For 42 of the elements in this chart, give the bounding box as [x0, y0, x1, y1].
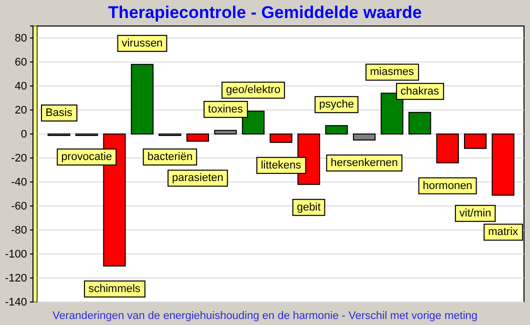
y-tick-label: 0 — [20, 128, 27, 141]
bar — [436, 134, 459, 164]
bar — [352, 134, 376, 140]
y-tick-label: -80 — [11, 224, 27, 237]
text: Veranderingen van de energiehuishouding en de harmonie - Verschil met vorige meting — [52, 310, 478, 322]
y-tick-label: -100 — [4, 248, 27, 261]
x-tick-label: psyche — [319, 98, 354, 111]
x-tick-label: hersenkernen — [330, 157, 398, 169]
x-tick-label: virussen — [122, 37, 163, 50]
y-tick-label: 20 — [14, 104, 27, 117]
x-tick-label: vit/min — [459, 207, 492, 220]
y-tick-label: -120 — [4, 272, 27, 285]
bar — [130, 64, 154, 134]
y-tick-label: -60 — [11, 200, 27, 213]
y-tick-label: -20 — [11, 152, 27, 165]
x-tick-label: schimmels — [88, 283, 141, 295]
y-tick-label: 80 — [14, 32, 27, 45]
x-tick-label: chakras — [400, 85, 440, 98]
y-tick-label: -140 — [4, 296, 27, 309]
bar — [325, 125, 348, 134]
x-tick-label: parasieten — [172, 172, 224, 184]
y-tick-label: -40 — [11, 176, 27, 189]
bar — [214, 130, 237, 134]
x-tick-label: hormonen — [422, 180, 472, 192]
bar — [492, 134, 514, 196]
bar — [242, 110, 265, 134]
bar — [408, 112, 432, 134]
x-tick-label: Basis — [45, 107, 73, 119]
x-tick-label: provocatie — [61, 151, 112, 163]
bar — [270, 134, 292, 143]
x-tick-label: toxines — [208, 103, 244, 116]
x-tick-label: geo/elektro — [226, 84, 280, 96]
x-tick-label: bacteriën — [147, 151, 193, 163]
bar — [464, 134, 487, 149]
chart-title: Therapiecontrole - Gemiddelde waarde — [108, 3, 422, 22]
x-tick-label: miasmes — [370, 66, 415, 78]
y-tick-label: 60 — [14, 56, 27, 69]
x-tick-label: littekens — [260, 159, 302, 172]
bar — [186, 134, 210, 142]
x-tick-label: matrix — [488, 226, 519, 238]
y-tick-label: 40 — [14, 80, 27, 93]
x-tick-label: gebit — [296, 201, 321, 214]
